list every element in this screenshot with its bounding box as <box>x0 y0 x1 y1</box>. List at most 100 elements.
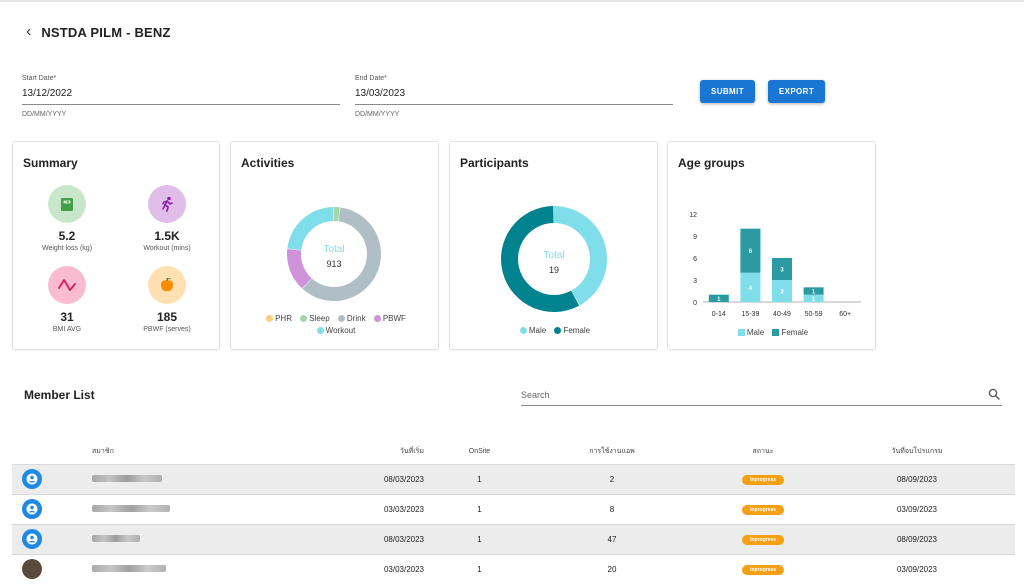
bar-female-15-39[interactable] <box>740 228 761 273</box>
participants-slice-male[interactable] <box>554 206 607 306</box>
avatar[interactable] <box>22 499 42 519</box>
legend-item-age-female[interactable]: Female <box>772 328 808 337</box>
workout-label: Workout (mins) <box>143 245 191 252</box>
member-name-redacted <box>92 504 170 512</box>
onsite-cell: 1 <box>442 553 517 584</box>
start-date-input[interactable]: 13/12/2022 <box>22 88 340 105</box>
avatar[interactable] <box>22 529 42 549</box>
end-date-cell: 08/09/2023 <box>819 523 1015 554</box>
table-header-row: สมาชิก วันที่เริ่ม OnSite การใช้งานแอพ ส… <box>12 440 1015 464</box>
legend-item-phr[interactable]: PHR <box>266 314 292 323</box>
bar-female-40-49[interactable] <box>772 258 792 280</box>
activities-slice-workout[interactable] <box>287 207 334 251</box>
member-name-redacted <box>92 534 140 542</box>
legend-item-sleep[interactable]: Sleep <box>300 314 330 323</box>
bmi-label: BMI AVG <box>52 326 82 333</box>
end-date-cell: 08/09/2023 <box>819 463 1015 494</box>
pbwf-label: PBWF (serves) <box>143 326 191 333</box>
app-usage-cell: 2 <box>517 463 707 494</box>
bar-value-label: 6 <box>749 249 753 255</box>
pulse-icon <box>48 266 86 304</box>
search-field[interactable]: Search <box>521 387 1002 406</box>
end-date-label: End Date* <box>355 75 387 82</box>
export-button[interactable]: EXPORT <box>768 80 825 103</box>
member-list-title: Member List <box>24 388 95 402</box>
y-tick-label: 3 <box>693 278 697 285</box>
summary-bmi: 31 BMI AVG <box>22 266 112 333</box>
avatar-cell <box>12 523 92 554</box>
activities-card: Activities Total 913 PHR Sleep Drink PBW… <box>230 141 439 350</box>
app-usage-cell: 8 <box>517 493 707 524</box>
search-input[interactable]: Search <box>521 390 550 400</box>
age-groups-title: Age groups <box>678 156 745 170</box>
avatar-cell <box>12 553 92 584</box>
member-name-cell[interactable] <box>92 463 230 494</box>
submit-button[interactable]: SUBMIT <box>700 80 755 103</box>
status-cell: Inprogress <box>707 553 819 584</box>
legend-item-workout[interactable]: Workout <box>316 326 355 335</box>
activities-total-label: Total <box>323 244 344 255</box>
start-date-cell: 08/03/2023 <box>230 463 442 494</box>
y-tick-label: 9 <box>693 234 697 241</box>
column-end-date: วันที่จบโปรแกรม <box>891 448 943 456</box>
workout-value: 1.5K <box>154 229 180 243</box>
apple-icon <box>148 266 186 304</box>
bar-value-label: 4 <box>749 286 753 292</box>
member-name-cell[interactable] <box>92 553 230 584</box>
summary-pbwf: 185 PBWF (serves) <box>122 266 212 333</box>
activities-slice-pbwf[interactable] <box>287 248 312 289</box>
end-date-field[interactable]: End Date* 13/03/2023 DD/MM/YYYY <box>355 75 673 118</box>
bar-value-label: 1 <box>812 290 816 296</box>
participants-slice-female[interactable] <box>501 206 580 312</box>
column-status: สถานะ <box>752 448 774 456</box>
avatar[interactable] <box>22 559 42 580</box>
start-date-field[interactable]: Start Date* 13/12/2022 DD/MM/YYYY <box>22 75 340 118</box>
member-name-cell[interactable] <box>92 493 230 524</box>
summary-weight-loss: 5.2 Weight loss (kg) <box>22 185 112 252</box>
table-row[interactable]: 03/03/2023 1 8 Inprogress 03/09/2023 <box>12 493 1015 524</box>
bar-male-15-39[interactable] <box>740 272 761 302</box>
start-date-cell: 03/03/2023 <box>230 493 442 524</box>
member-table: สมาชิก วันที่เริ่ม OnSite การใช้งานแอพ ส… <box>12 440 1015 584</box>
table-row[interactable]: 08/03/2023 1 47 Inprogress 08/09/2023 <box>12 523 1015 554</box>
scale-icon <box>48 185 86 223</box>
bar-female-50-59[interactable] <box>803 287 824 295</box>
end-date-hint: DD/MM/YYYY <box>355 111 400 118</box>
x-tick-label: 40-49 <box>773 311 791 318</box>
bar-value-label: 3 <box>780 290 784 296</box>
avatar-cell <box>12 463 92 494</box>
legend-item-age-male[interactable]: Male <box>737 328 764 337</box>
participants-total-value: 19 <box>549 265 559 275</box>
x-tick-label: 50-59 <box>805 311 823 318</box>
summary-workout: 1.5K Workout (mins) <box>122 185 212 252</box>
member-name-redacted <box>92 474 162 482</box>
bar-male-40-49[interactable] <box>772 280 792 302</box>
member-name-cell[interactable] <box>92 523 230 554</box>
top-divider <box>0 0 1024 2</box>
x-tick-label: 15-39 <box>741 311 759 318</box>
column-onsite: OnSite <box>468 448 491 456</box>
participants-legend: Male Female <box>465 325 645 337</box>
legend-item-drink[interactable]: Drink <box>337 314 366 323</box>
bar-value-label: 1 <box>812 297 816 303</box>
status-badge: Inprogress <box>742 474 784 485</box>
weight-loss-label: Weight loss (kg) <box>41 245 93 252</box>
status-badge: Inprogress <box>742 504 784 515</box>
avatar[interactable] <box>22 469 42 489</box>
legend-item-pbwf[interactable]: PBWF <box>373 314 406 323</box>
back-chevron-icon[interactable]: ‹ <box>26 23 32 40</box>
end-date-input[interactable]: 13/03/2023 <box>355 88 673 105</box>
column-member: สมาชิก <box>92 448 114 456</box>
search-icon[interactable] <box>988 387 1000 405</box>
activities-slice-drink[interactable] <box>302 207 381 301</box>
table-row[interactable]: 08/03/2023 1 2 Inprogress 08/09/2023 <box>12 463 1015 494</box>
legend-item-female[interactable]: Female <box>554 326 590 335</box>
activities-title: Activities <box>241 156 295 170</box>
legend-item-male[interactable]: Male <box>519 326 546 335</box>
activities-slice-sleep[interactable] <box>334 207 340 222</box>
column-app-usage: การใช้งานแอพ <box>589 448 635 456</box>
bar-female-0-14[interactable] <box>708 294 729 302</box>
bar-male-50-59[interactable] <box>803 294 824 302</box>
table-row[interactable]: 03/03/2023 1 20 Inprogress 03/09/2023 <box>12 553 1015 584</box>
